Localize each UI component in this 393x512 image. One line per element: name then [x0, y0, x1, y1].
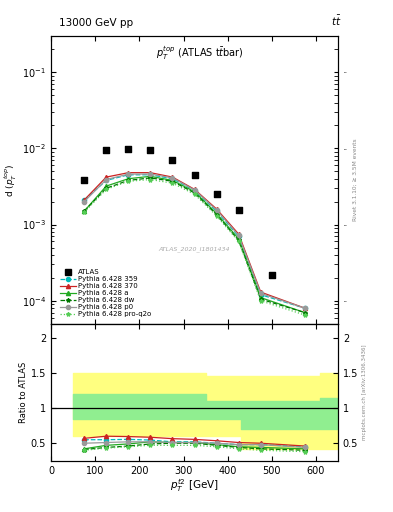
- Point: [169, 156, 176, 164]
- Point: [103, 146, 109, 154]
- Point: [191, 170, 198, 179]
- Point: [147, 146, 154, 154]
- Text: $p_T^{top}$ (ATLAS t$\bar{t}$bar): $p_T^{top}$ (ATLAS t$\bar{t}$bar): [156, 45, 244, 62]
- X-axis label: $p_T^{t2}$ [GeV]: $p_T^{t2}$ [GeV]: [170, 477, 219, 494]
- Text: 13000 GeV pp: 13000 GeV pp: [59, 18, 133, 28]
- Y-axis label: Ratio to ATLAS: Ratio to ATLAS: [19, 361, 28, 423]
- Point: [235, 206, 242, 214]
- Point: [81, 176, 87, 184]
- Text: $t\bar{t}$: $t\bar{t}$: [331, 14, 342, 28]
- Point: [302, 347, 308, 355]
- Y-axis label: Rivet 3.1.10; ≥ 3.5M events: Rivet 3.1.10; ≥ 3.5M events: [353, 138, 357, 221]
- Point: [125, 145, 132, 153]
- Point: [213, 190, 220, 198]
- Point: [269, 271, 275, 279]
- Y-axis label: mcplots.cern.ch [arXiv:1306.3436]: mcplots.cern.ch [arXiv:1306.3436]: [362, 345, 367, 440]
- Text: ATLAS_2020_I1801434: ATLAS_2020_I1801434: [159, 246, 230, 252]
- Legend: ATLAS, Pythia 6.428 359, Pythia 6.428 370, Pythia 6.428 a, Pythia 6.428 dw, Pyth: ATLAS, Pythia 6.428 359, Pythia 6.428 37…: [60, 269, 151, 317]
- Y-axis label: d$\sigma^{-2}$ [pb/GeV]
d ($p_T^{top}$): d$\sigma^{-2}$ [pb/GeV] d ($p_T^{top}$): [0, 147, 19, 212]
